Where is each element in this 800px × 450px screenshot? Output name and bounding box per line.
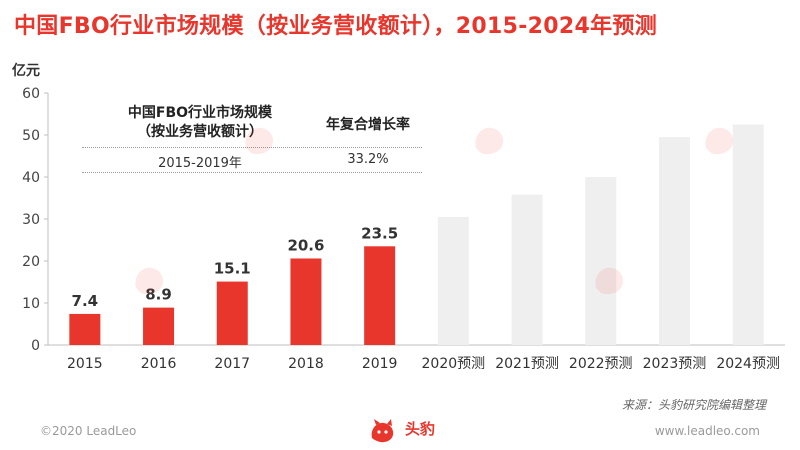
forecast-bar (732, 124, 764, 345)
data-label: 8.9 (145, 286, 172, 304)
data-label: 15.1 (214, 260, 251, 278)
x-tick-label: 2020预测 (422, 356, 486, 372)
inset-table-title-line2: （按业务营收额计） (137, 124, 263, 140)
footer-copyright: ©2020 LeadLeo (40, 424, 137, 438)
data-label: 23.5 (361, 224, 398, 242)
inset-table-cagr-header: 年复合增长率 (326, 117, 410, 133)
inset-table-title: 中国FBO行业市场规模 （按业务营收额计） (100, 104, 300, 142)
footer-website: www.leadleo.com (654, 424, 760, 438)
forecast-bar (511, 194, 543, 345)
bar (290, 258, 322, 345)
x-tick-label: 2016 (141, 356, 177, 372)
bar (143, 307, 175, 345)
x-tick-label: 2022预测 (569, 356, 633, 372)
chart-title: 中国FBO行业市场规模（按业务营收额计），2015-2024年预测 (14, 14, 657, 39)
x-tick-label: 2023预测 (643, 356, 707, 372)
leadleo-logo-icon (371, 419, 394, 443)
forecast-bar (437, 216, 469, 345)
y-tick-label: 40 (22, 170, 40, 186)
bar (364, 246, 396, 345)
bar (69, 313, 101, 345)
inset-table-period: 2015-2019年 (158, 156, 242, 171)
y-tick-label: 50 (22, 128, 40, 144)
y-tick-label: 60 (22, 86, 40, 102)
forecast-bar (585, 177, 617, 345)
source-note: 来源：头豹研究院编辑整理 (621, 398, 766, 412)
inset-table-divider-top (82, 147, 422, 148)
y-tick-label: 0 (31, 338, 40, 354)
x-tick-label: 2017 (214, 356, 250, 372)
y-tick-label: 30 (22, 212, 40, 228)
footer-logo-text: 头豹 (405, 420, 436, 438)
x-tick-label: 2018 (288, 356, 324, 372)
bar (216, 281, 248, 345)
inset-table-cagr-value: 33.2% (347, 152, 389, 167)
data-label: 7.4 (72, 292, 99, 310)
inset-table-divider-bottom (82, 172, 422, 173)
data-label: 20.6 (287, 236, 324, 254)
x-tick-label: 2021预测 (495, 356, 559, 372)
y-axis-unit-label: 亿元 (12, 63, 40, 79)
x-tick-label: 2024预测 (716, 356, 780, 372)
forecast-bar (658, 137, 690, 345)
y-tick-label: 10 (22, 296, 40, 312)
inset-table-title-line1: 中国FBO行业市场规模 (127, 105, 273, 121)
x-tick-label: 2019 (362, 356, 398, 372)
x-tick-label: 2015 (67, 356, 103, 372)
y-tick-label: 20 (22, 254, 40, 270)
